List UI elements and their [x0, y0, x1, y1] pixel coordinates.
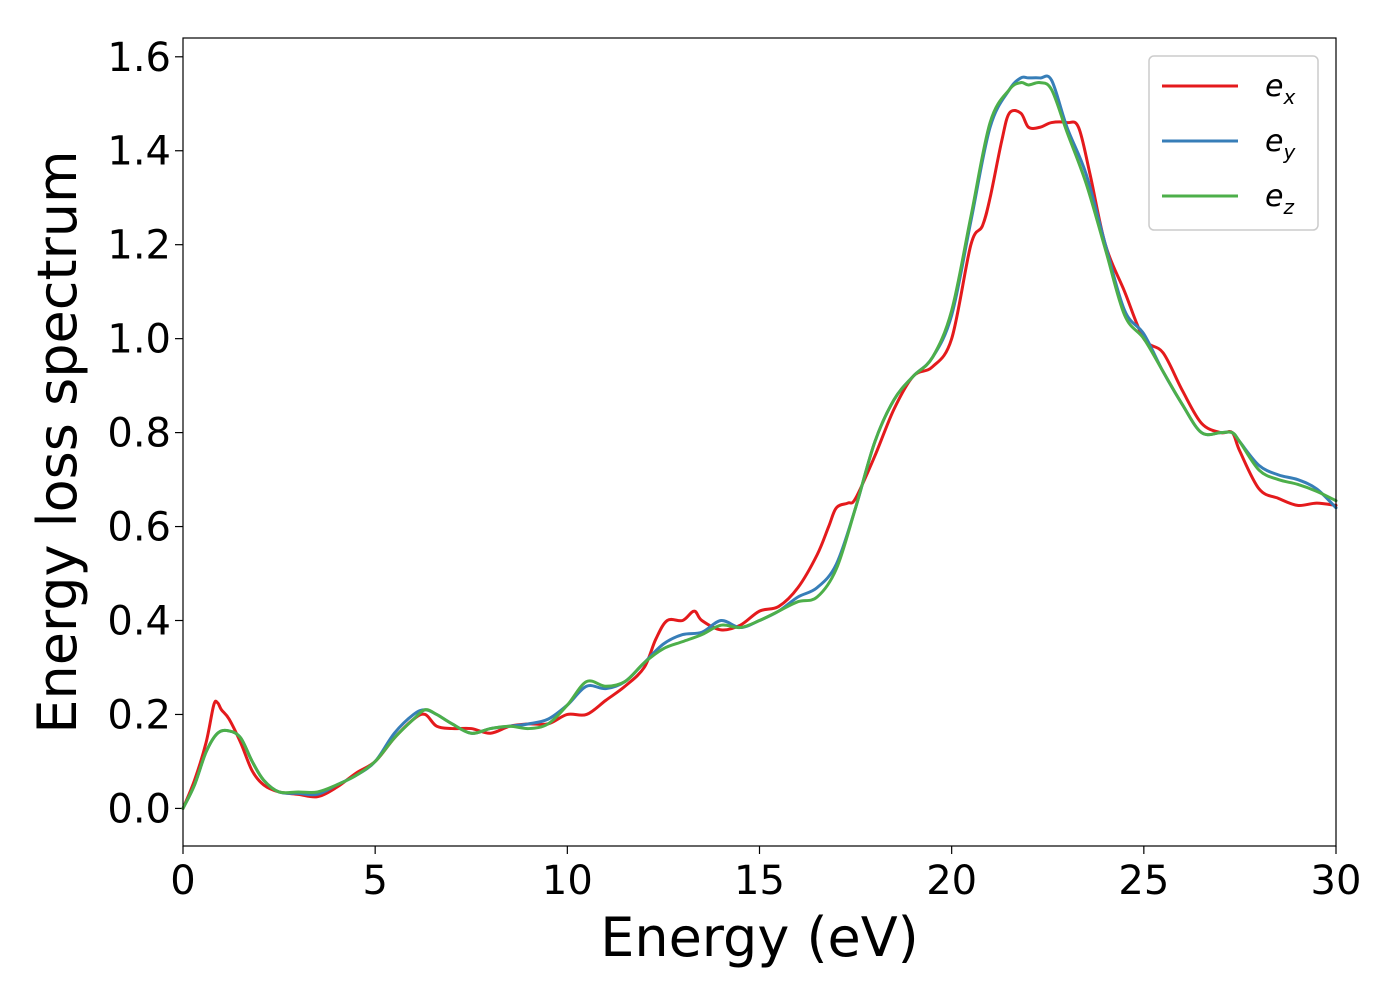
legend-label-ex: ex	[1265, 69, 1295, 109]
y-tick-label: 1.6	[107, 35, 171, 81]
x-tick-label: 25	[1118, 858, 1169, 904]
y-tick-label: 0.2	[107, 692, 171, 738]
y-tick-label: 0.0	[107, 786, 171, 832]
y-axis-label: Energy loss spectrum	[26, 150, 89, 733]
x-axis-ticks: 0 5 10 15 20 25 30	[170, 846, 1361, 904]
plot-frame	[182, 37, 1337, 847]
legend-label-base: e	[1265, 69, 1283, 104]
series-lines	[181, 74, 1338, 810]
legend-label-subscript: z	[1282, 195, 1294, 219]
y-tick-label: 0.8	[107, 411, 171, 457]
legend-label-base: e	[1265, 124, 1283, 159]
series-line-ez	[181, 81, 1338, 810]
legend-label-subscript: y	[1282, 140, 1296, 164]
y-axis-ticks: 0.0 0.2 0.4 0.6 0.8 1.0 1.2 1.4 1.6	[107, 35, 183, 832]
y-tick-label: 0.4	[107, 599, 171, 645]
legend-label-subscript: x	[1282, 85, 1295, 109]
plot-area	[183, 38, 1336, 846]
legend-frame	[1148, 55, 1319, 231]
legend-label-ey: ey	[1265, 124, 1296, 164]
y-tick-label: 1.2	[107, 223, 171, 269]
x-tick-label: 20	[926, 858, 977, 904]
legend-label-base: e	[1265, 179, 1283, 214]
x-tick-label: 30	[1311, 858, 1362, 904]
x-axis-label: Energy (eV)	[600, 906, 919, 969]
x-tick-label: 10	[542, 858, 593, 904]
x-tick-label: 0	[170, 858, 195, 904]
y-tick-label: 0.6	[107, 505, 171, 551]
x-tick-label: 5	[362, 858, 387, 904]
y-tick-label: 1.4	[107, 129, 171, 175]
x-tick-label: 15	[734, 858, 785, 904]
y-tick-label: 1.0	[107, 317, 171, 363]
legend-label-ez: ez	[1265, 179, 1294, 219]
